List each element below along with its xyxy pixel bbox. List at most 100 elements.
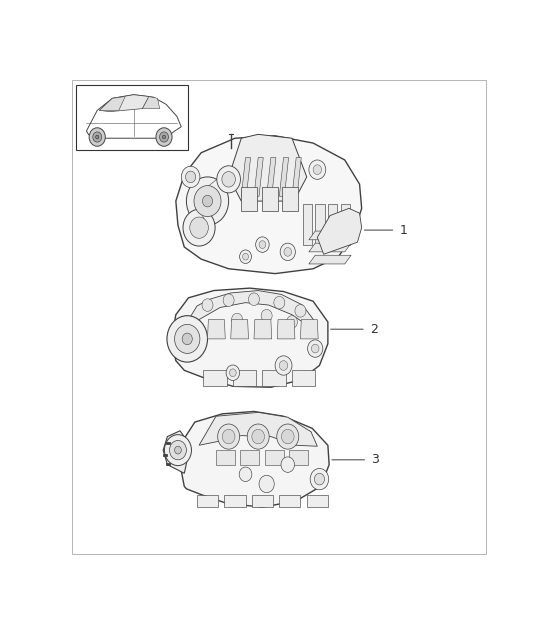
Polygon shape [225, 495, 245, 507]
Circle shape [181, 166, 200, 188]
Polygon shape [203, 371, 227, 386]
Circle shape [311, 344, 319, 353]
Polygon shape [300, 320, 318, 339]
Polygon shape [282, 187, 298, 211]
Polygon shape [87, 95, 181, 138]
Circle shape [222, 171, 235, 187]
Polygon shape [292, 371, 315, 386]
Circle shape [217, 424, 240, 449]
Circle shape [280, 243, 295, 261]
Circle shape [313, 165, 322, 175]
Circle shape [229, 369, 236, 377]
Polygon shape [317, 208, 362, 254]
Circle shape [95, 135, 99, 139]
Circle shape [232, 313, 243, 326]
Circle shape [202, 299, 213, 311]
Text: 2: 2 [370, 323, 378, 336]
Polygon shape [302, 203, 312, 244]
Polygon shape [184, 291, 315, 329]
Circle shape [174, 447, 181, 454]
Polygon shape [289, 450, 308, 465]
Circle shape [284, 247, 292, 256]
Polygon shape [254, 320, 272, 339]
Circle shape [240, 250, 251, 264]
Bar [76, 85, 187, 150]
Circle shape [194, 186, 221, 217]
Polygon shape [240, 450, 259, 465]
Circle shape [165, 435, 191, 465]
Circle shape [281, 430, 294, 444]
Polygon shape [229, 134, 307, 201]
Circle shape [183, 209, 215, 246]
Polygon shape [233, 371, 256, 386]
Polygon shape [231, 320, 249, 339]
Circle shape [314, 474, 324, 485]
Circle shape [182, 333, 192, 345]
Polygon shape [216, 450, 235, 465]
Circle shape [252, 430, 264, 444]
Polygon shape [307, 495, 328, 507]
Polygon shape [341, 203, 350, 244]
Circle shape [295, 305, 306, 317]
Polygon shape [280, 158, 289, 196]
Circle shape [89, 127, 105, 146]
Circle shape [280, 360, 288, 371]
Polygon shape [99, 97, 125, 111]
Circle shape [249, 293, 259, 306]
Circle shape [287, 316, 298, 328]
Circle shape [174, 325, 200, 354]
Text: 1: 1 [399, 224, 408, 237]
Circle shape [281, 457, 294, 472]
Polygon shape [208, 320, 225, 339]
Polygon shape [309, 231, 351, 240]
Circle shape [274, 296, 285, 309]
Circle shape [156, 127, 172, 146]
Polygon shape [309, 243, 351, 252]
Circle shape [93, 132, 102, 142]
Circle shape [202, 195, 213, 207]
Polygon shape [197, 495, 218, 507]
Circle shape [223, 294, 234, 306]
Polygon shape [267, 158, 276, 196]
Circle shape [222, 430, 235, 444]
Circle shape [256, 237, 269, 252]
Circle shape [259, 475, 274, 493]
Polygon shape [309, 255, 351, 264]
Polygon shape [265, 450, 284, 465]
Circle shape [243, 253, 249, 260]
Circle shape [169, 440, 186, 460]
Polygon shape [163, 431, 189, 474]
Polygon shape [180, 411, 329, 507]
Polygon shape [328, 203, 337, 244]
Circle shape [186, 177, 229, 225]
Circle shape [190, 217, 208, 238]
Circle shape [217, 166, 240, 193]
Circle shape [307, 340, 323, 357]
Polygon shape [315, 203, 324, 244]
Polygon shape [241, 187, 257, 211]
Circle shape [259, 241, 266, 249]
Circle shape [261, 310, 272, 322]
Polygon shape [172, 288, 328, 387]
Polygon shape [176, 136, 362, 274]
Circle shape [247, 424, 269, 449]
Polygon shape [280, 495, 300, 507]
Circle shape [162, 135, 166, 139]
Polygon shape [277, 320, 295, 339]
Text: 3: 3 [371, 453, 379, 467]
Polygon shape [263, 371, 286, 386]
Polygon shape [142, 97, 160, 109]
Circle shape [277, 424, 299, 449]
Polygon shape [252, 495, 273, 507]
Circle shape [160, 132, 168, 142]
Polygon shape [292, 158, 301, 196]
Polygon shape [199, 413, 317, 447]
Polygon shape [241, 158, 251, 196]
Circle shape [239, 467, 252, 482]
Circle shape [226, 365, 240, 381]
Polygon shape [262, 187, 277, 211]
Circle shape [185, 171, 196, 183]
Polygon shape [99, 95, 149, 112]
Circle shape [275, 356, 292, 375]
Circle shape [167, 316, 208, 362]
